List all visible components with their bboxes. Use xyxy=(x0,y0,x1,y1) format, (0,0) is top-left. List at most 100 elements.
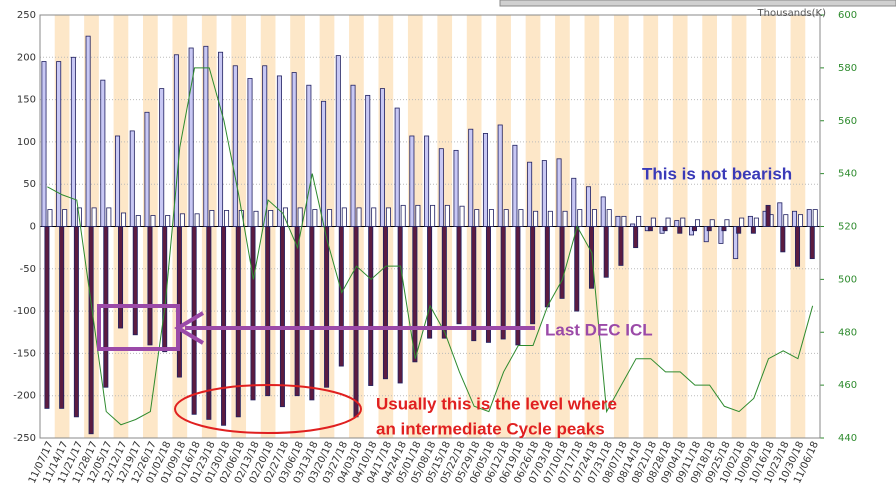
bar xyxy=(747,215,753,227)
y2-tick-label: 440 xyxy=(838,433,857,444)
annotation: Last DEC ICL xyxy=(545,320,653,339)
bar xyxy=(118,226,124,329)
bar xyxy=(132,226,138,336)
bar xyxy=(312,209,318,227)
bar xyxy=(327,209,333,227)
bar xyxy=(633,226,639,249)
y-tick-label: -100 xyxy=(13,306,36,317)
y2-tick-label: 460 xyxy=(838,380,857,391)
bar xyxy=(765,204,771,227)
bar xyxy=(588,226,594,289)
bar xyxy=(206,226,212,420)
bar xyxy=(400,204,406,227)
line xyxy=(47,67,814,426)
bar xyxy=(85,35,91,227)
bar xyxy=(253,210,259,227)
y-tick-label: -200 xyxy=(13,391,36,402)
bar xyxy=(306,84,312,227)
bar xyxy=(471,226,477,342)
bar xyxy=(456,226,462,325)
bar xyxy=(530,226,536,325)
bar xyxy=(706,226,712,232)
bar xyxy=(341,207,347,227)
highlight-ellipse xyxy=(174,384,362,434)
bar xyxy=(444,204,450,227)
plot: -250 -200 -150 -100 -50 0 50 100 150 200 250 440 460… xyxy=(13,10,857,485)
bar xyxy=(430,204,436,227)
bar xyxy=(603,226,609,278)
bar xyxy=(232,65,238,227)
bar xyxy=(394,107,400,227)
bar xyxy=(91,207,97,227)
bar xyxy=(279,226,285,408)
bar xyxy=(677,226,683,234)
bar xyxy=(47,209,53,227)
bar xyxy=(468,128,474,227)
bar xyxy=(674,220,680,227)
bar xyxy=(106,207,112,227)
bar xyxy=(777,202,783,227)
bar xyxy=(385,207,391,227)
y2-tick-label: 520 xyxy=(838,222,857,233)
bar xyxy=(365,94,371,227)
bar xyxy=(571,177,577,227)
bar xyxy=(591,209,597,227)
y-tick-label: 200 xyxy=(17,52,36,63)
y-tick-label: -50 xyxy=(20,264,36,275)
bar xyxy=(488,209,494,227)
bar xyxy=(159,88,165,227)
bar xyxy=(438,148,444,227)
bar xyxy=(62,209,68,227)
bar xyxy=(297,207,303,227)
bar xyxy=(321,100,327,227)
bar xyxy=(606,209,612,227)
y2-tick-label: 540 xyxy=(838,169,857,180)
bar xyxy=(335,55,341,227)
annotation: This is not bearish xyxy=(642,164,792,183)
bar xyxy=(812,209,818,227)
bar xyxy=(209,210,215,227)
bar xyxy=(618,226,624,266)
bar xyxy=(262,65,268,227)
bar xyxy=(621,215,627,227)
bar xyxy=(792,210,798,227)
bar xyxy=(441,226,447,339)
bar xyxy=(179,213,185,227)
bar xyxy=(409,135,415,227)
bar xyxy=(665,217,671,227)
bar xyxy=(647,226,653,232)
bar xyxy=(724,219,730,227)
annotation: an intermediate Cycle peaks xyxy=(376,419,605,438)
bar xyxy=(500,226,506,340)
bar xyxy=(497,124,503,227)
bar xyxy=(753,217,759,227)
bar xyxy=(736,226,742,234)
bar xyxy=(544,226,550,308)
bar xyxy=(291,72,297,227)
bar xyxy=(276,75,282,227)
bar xyxy=(615,215,621,227)
annotation: Usually this is the level where xyxy=(376,394,617,413)
bar xyxy=(459,205,465,227)
bar xyxy=(121,212,127,227)
bar xyxy=(424,135,430,227)
bar xyxy=(70,56,76,227)
bar xyxy=(806,209,812,227)
bar xyxy=(709,219,715,227)
bar xyxy=(115,135,121,227)
bar xyxy=(600,196,606,227)
y-tick-label: 0 xyxy=(30,222,36,233)
bar xyxy=(415,204,421,227)
y-tick-label: -250 xyxy=(13,433,36,444)
bar xyxy=(636,215,642,227)
y2-tick-label: 500 xyxy=(838,274,857,285)
bar xyxy=(350,84,356,227)
bar xyxy=(397,226,403,384)
bar xyxy=(265,226,271,397)
bar xyxy=(235,226,241,418)
bar xyxy=(324,226,330,388)
y2-tick-label: 580 xyxy=(838,63,857,74)
bar xyxy=(382,226,388,380)
bar xyxy=(135,215,141,227)
